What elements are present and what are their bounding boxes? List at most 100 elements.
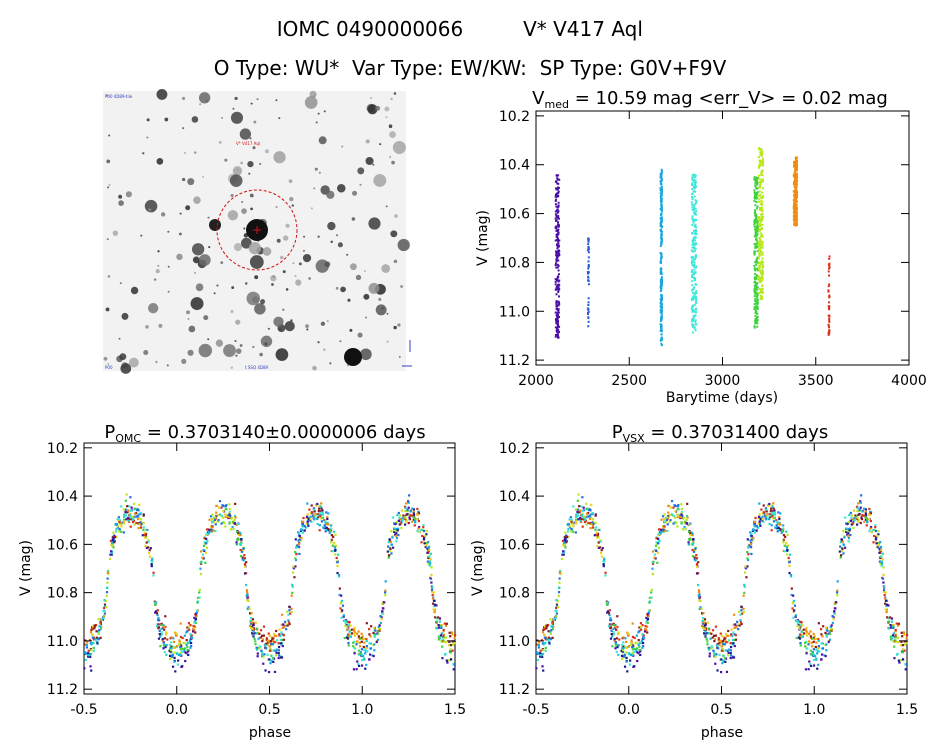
phase-point — [675, 521, 678, 525]
phase-point — [306, 502, 309, 505]
phase-point — [431, 593, 434, 597]
phase-point — [843, 536, 846, 539]
phase-point — [639, 622, 643, 625]
phase-point — [903, 649, 906, 652]
phase-point — [860, 494, 863, 497]
phase-point — [394, 529, 397, 532]
phase-point — [239, 543, 242, 546]
lightcurve-point — [755, 282, 758, 285]
lightcurve-point — [756, 183, 759, 186]
phase-point — [903, 633, 906, 636]
lightcurve-point — [758, 200, 761, 203]
phase-point — [815, 641, 818, 644]
phase-point — [217, 519, 220, 522]
phase-point — [591, 512, 594, 515]
lightcurve-point — [660, 287, 663, 290]
lightcurve-point — [660, 235, 663, 238]
lightcurve-point — [754, 314, 757, 317]
phase-point — [681, 528, 684, 531]
phase-point — [91, 636, 94, 639]
phase-point — [716, 669, 719, 672]
phase-point — [125, 518, 128, 521]
phase-point — [788, 561, 791, 564]
phase-point — [798, 627, 801, 630]
phase-point — [856, 516, 859, 519]
lightcurve-point — [760, 155, 763, 158]
star-id: IOMC 0490000066 — [277, 17, 463, 41]
phase-point — [122, 531, 125, 534]
lightcurve-point — [755, 318, 758, 321]
phase-point — [334, 533, 337, 537]
phase-point — [281, 626, 284, 629]
phase-point — [414, 518, 417, 521]
phase-point — [266, 641, 269, 644]
phase-point — [885, 603, 889, 606]
phase-point — [635, 649, 638, 652]
lightcurve-point — [692, 221, 695, 224]
phase-point — [434, 616, 437, 619]
phase-point — [680, 513, 683, 516]
phase-omc-title-sub: OMC — [115, 432, 141, 445]
lightcurve-point — [693, 190, 696, 193]
phase-point — [662, 518, 666, 521]
lightcurve-point — [794, 169, 797, 172]
phase-point — [881, 577, 885, 580]
phase-point — [428, 559, 431, 563]
lightcurve-point — [690, 320, 693, 323]
phase-point — [417, 525, 421, 529]
lightcurve-point — [758, 184, 761, 187]
lightcurve-point — [756, 256, 759, 259]
phase-point — [327, 523, 330, 526]
lightcurve-point — [691, 239, 694, 242]
phase-point — [453, 633, 457, 637]
phase-point — [298, 534, 301, 538]
lightcurve-point — [795, 169, 798, 172]
phase-point — [828, 629, 831, 633]
phase-point — [869, 525, 873, 529]
phase-point — [630, 639, 633, 642]
sky-star — [290, 319, 293, 322]
phase-point — [262, 634, 265, 637]
lightcurve-point — [557, 309, 560, 312]
lightcurve-point — [660, 194, 663, 197]
phase-point — [860, 516, 863, 520]
lightcurve-point — [557, 280, 560, 283]
phase-point — [879, 556, 882, 560]
lightcurve-point — [692, 218, 695, 221]
phase-point — [178, 641, 181, 644]
phase-point — [852, 518, 855, 521]
phase-point — [370, 625, 373, 628]
phase-point — [359, 637, 362, 640]
sky-star — [244, 282, 248, 285]
lightcurve-point — [754, 209, 757, 212]
phase-point — [92, 649, 95, 652]
phase-point — [355, 632, 359, 635]
lightcurve-point — [754, 269, 757, 272]
phase-point — [617, 632, 620, 636]
phase-omc-frame — [83, 442, 456, 695]
phase-point — [360, 640, 363, 643]
phase-point — [817, 646, 820, 650]
lightcurve-point — [795, 211, 798, 214]
phase-point — [719, 671, 723, 674]
phase-point — [442, 628, 445, 632]
phase-omc-xticks: -0.5 0.0 0.5 1.0 1.5 — [70, 443, 466, 718]
phase-point — [729, 649, 732, 652]
phase-point — [369, 647, 373, 650]
phase-point — [361, 637, 365, 641]
phase-point — [271, 657, 275, 660]
phase-point — [746, 565, 749, 568]
phase-point — [449, 658, 453, 661]
phase-point — [136, 515, 139, 518]
phase-point — [676, 507, 679, 511]
lightcurve-point — [793, 185, 796, 188]
phase-point — [97, 618, 100, 621]
phase-point — [813, 658, 816, 662]
lightcurve-point — [760, 279, 763, 282]
lightcurve-point — [794, 224, 797, 227]
phase-point — [389, 547, 392, 550]
sky-star — [128, 357, 139, 368]
lightcurve-point — [760, 203, 763, 206]
sky-star — [320, 321, 326, 326]
phase-point — [301, 523, 304, 526]
